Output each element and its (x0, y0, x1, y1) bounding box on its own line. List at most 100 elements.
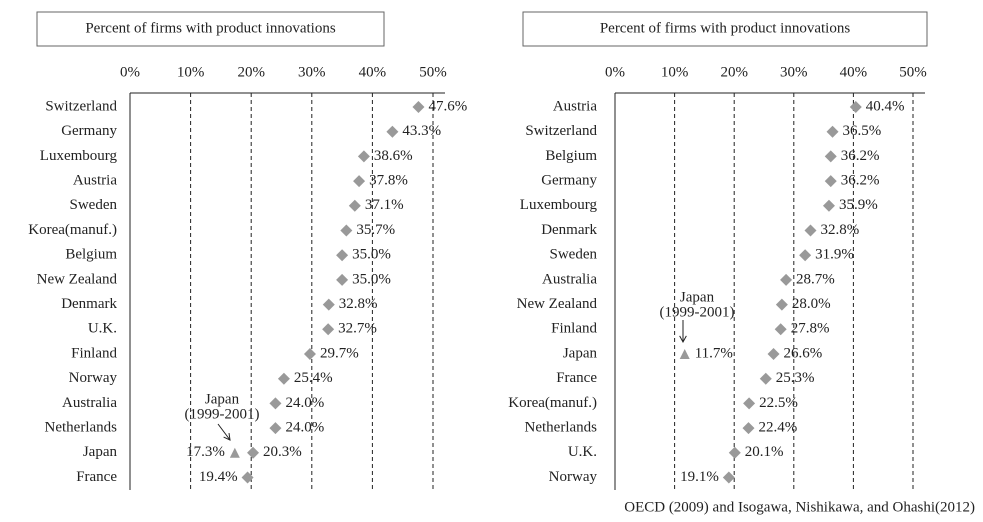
diamond-marker (804, 224, 817, 237)
category-label: Sweden (70, 197, 118, 213)
value-label: 28.0% (792, 296, 831, 312)
value-label: 47.6% (428, 98, 467, 114)
title-box (36, 11, 385, 47)
x-tick-label: 10% (661, 64, 689, 80)
diamond-marker (722, 471, 735, 484)
x-tick-label: 20% (720, 64, 748, 80)
value-label: 20.1% (745, 444, 784, 460)
value-label: 35.7% (356, 222, 395, 238)
value-label: 35.0% (352, 247, 391, 263)
category-label: Denmark (541, 222, 597, 238)
x-tick-label: 50% (419, 64, 447, 80)
category-label: Australia (62, 395, 117, 411)
value-label: 27.8% (791, 321, 830, 337)
value-label: 26.6% (784, 345, 823, 361)
diamond-marker (303, 348, 316, 360)
diamond-marker (728, 446, 741, 459)
value-label: 22.5% (759, 395, 798, 411)
annotation: Japan (680, 289, 715, 305)
x-tick-label: 20% (237, 64, 265, 80)
category-label: U.K. (568, 444, 597, 460)
diamond-marker (386, 125, 399, 138)
title-box (522, 11, 928, 47)
diamond-marker (824, 175, 837, 188)
diamond-marker (822, 199, 835, 212)
value-label: 36.5% (843, 123, 882, 139)
x-tick-label: 30% (298, 64, 326, 80)
category-label: Switzerland (45, 98, 117, 114)
value-label: 32.8% (820, 222, 859, 238)
annotation: (1999-2001) (660, 304, 735, 320)
category-label: Finland (551, 321, 597, 337)
value-label: 32.8% (339, 296, 378, 312)
category-label: Netherlands (45, 420, 118, 436)
annotation: (1999-2001) (185, 406, 260, 422)
category-label: Norway (549, 469, 598, 485)
x-tick-label: 10% (177, 64, 205, 80)
diamond-marker (322, 298, 335, 311)
value-label: 37.8% (369, 173, 408, 189)
value-label: 37.1% (365, 197, 404, 213)
diamond-marker (743, 397, 756, 410)
value-label: 25.3% (776, 370, 815, 386)
diamond-marker (774, 323, 787, 336)
category-label: France (76, 469, 117, 485)
source-note: OECD (2009) and Isogawa, Nishikawa, and … (624, 499, 975, 515)
diamond-marker (269, 397, 282, 410)
value-label: 24.0% (285, 395, 324, 411)
diamond-marker (348, 199, 361, 212)
x-tick-label: 30% (780, 64, 808, 80)
category-label: Germany (61, 123, 117, 139)
value-label: 36.2% (841, 173, 880, 189)
annotation-arrow (217, 423, 231, 441)
category-label: U.K. (88, 321, 117, 337)
chart-title: Percent of firms with product innovation… (85, 20, 336, 36)
chart-title: Percent of firms with product innovation… (600, 20, 851, 36)
category-label: Austria (553, 98, 598, 114)
value-label: 17.3% (186, 444, 225, 460)
category-label: Netherlands (525, 420, 598, 436)
diamond-marker (277, 372, 290, 385)
category-label: Switzerland (525, 123, 597, 139)
triangle-marker (229, 447, 240, 458)
value-label: 24.0% (285, 420, 324, 436)
diamond-marker (357, 150, 370, 163)
category-label: Germany (541, 173, 597, 189)
value-label: 31.9% (815, 247, 854, 263)
triangle-marker (679, 349, 690, 359)
x-tick-label: 50% (899, 64, 927, 80)
diamond-marker (336, 249, 349, 262)
arrow-head (223, 433, 231, 441)
diamond-marker (742, 422, 755, 435)
diamond-marker (241, 471, 254, 484)
arrow-head (679, 335, 687, 344)
diamond-marker (336, 273, 349, 286)
diamond-marker (775, 298, 788, 311)
diamond-marker (247, 446, 260, 459)
value-label: 35.9% (839, 197, 878, 213)
category-label: France (556, 370, 597, 386)
x-tick-label: 0% (605, 64, 625, 80)
diamond-marker (826, 125, 839, 138)
x-tick-label: 40% (840, 64, 868, 80)
category-label: New Zealand (37, 271, 118, 287)
diamond-marker (780, 273, 793, 286)
category-label: Norway (69, 370, 118, 386)
category-label: Finland (71, 345, 117, 361)
category-label: Korea(manuf.) (28, 222, 117, 238)
value-label: 28.7% (796, 271, 835, 287)
diamond-marker (340, 224, 353, 237)
category-label: Belgium (545, 148, 597, 164)
category-label: Japan (563, 345, 598, 361)
category-label: Sweden (550, 247, 598, 263)
category-label: Australia (542, 271, 597, 287)
value-label: 11.7% (695, 345, 733, 361)
diamond-marker (767, 348, 780, 360)
category-label: Luxembourg (40, 148, 118, 164)
category-label: Belgium (65, 247, 117, 263)
value-label: 32.7% (338, 321, 377, 337)
category-label: New Zealand (517, 296, 598, 312)
category-label: Japan (83, 444, 118, 460)
category-label: Austria (73, 173, 118, 189)
